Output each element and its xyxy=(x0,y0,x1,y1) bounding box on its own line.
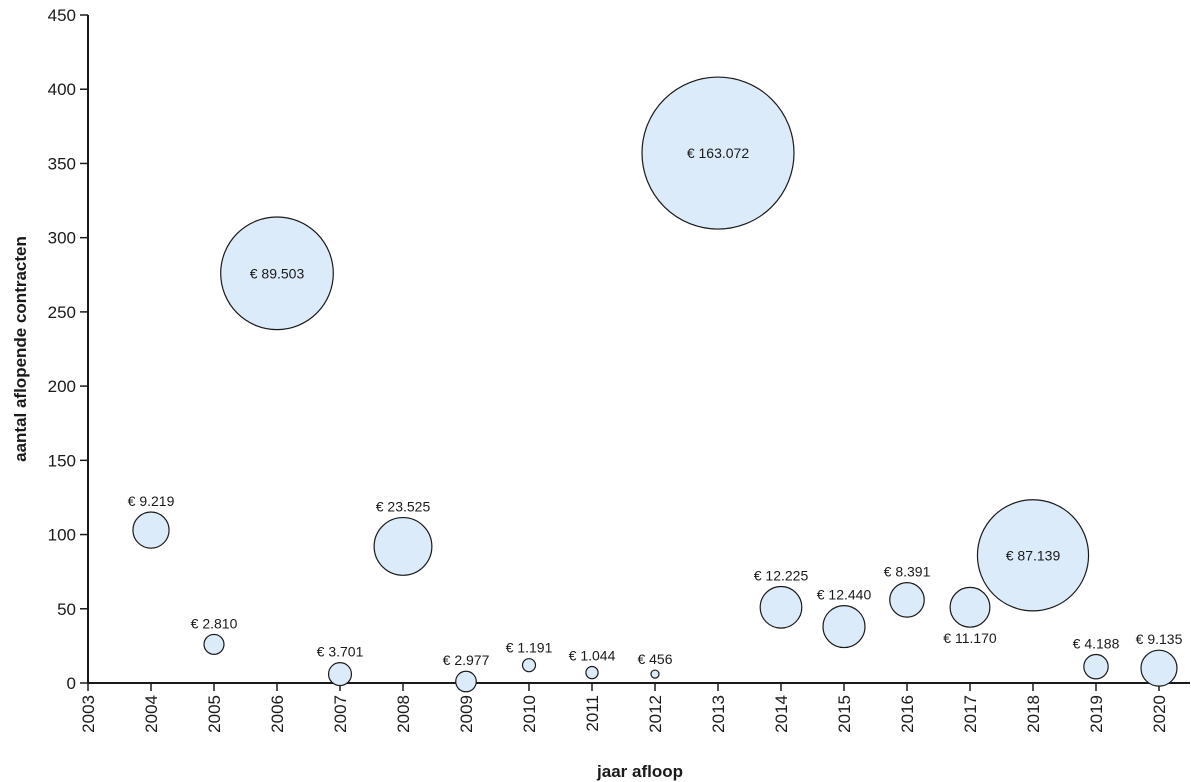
y-tick-label: 0 xyxy=(67,674,76,693)
bubble-label-2013: € 163.072 xyxy=(687,145,749,161)
bubble-2015 xyxy=(822,605,866,649)
bubble-label-2018: € 87.139 xyxy=(1006,547,1061,563)
bubble-2007 xyxy=(327,662,353,687)
x-tick-label: 2018 xyxy=(1024,695,1043,733)
x-tick-label: 2010 xyxy=(520,695,539,733)
x-tick-label: 2019 xyxy=(1087,695,1106,733)
bubble-label-2016: € 8.391 xyxy=(884,564,931,580)
bubble-2008 xyxy=(373,516,433,576)
bubble-label-2012: € 456 xyxy=(637,651,672,667)
bubble-label-2014: € 12.225 xyxy=(754,567,809,583)
x-tick-label: 2020 xyxy=(1150,695,1169,733)
bubble-label-2011: € 1.044 xyxy=(569,648,616,664)
bubble-2009 xyxy=(455,670,477,693)
x-tick-label: 2012 xyxy=(646,695,665,733)
x-tick-label: 2014 xyxy=(772,695,791,733)
x-axis: 2003 2004 2005 2006 2007 2008 2009 2010 2011 2012… xyxy=(79,682,1190,733)
x-tick-label: 2004 xyxy=(142,695,161,733)
bubble-label-2008: € 23.525 xyxy=(376,499,431,515)
bubble-2018 xyxy=(976,499,1090,612)
x-tick-label: 2016 xyxy=(898,695,917,733)
bubble-label-2015: € 12.440 xyxy=(817,587,872,603)
bubble-label-2005: € 2.810 xyxy=(191,615,238,631)
x-tick-label: 2003 xyxy=(79,695,98,733)
bubble-2019 xyxy=(1083,653,1109,680)
bubble-2014 xyxy=(759,585,803,629)
y-tick-label: 450 xyxy=(48,6,76,25)
y-tick-label: 350 xyxy=(48,154,76,173)
bubble-label-2006: € 89.503 xyxy=(250,265,305,281)
bubble-2005 xyxy=(203,633,225,655)
bubble-2017 xyxy=(949,586,991,628)
bubble-2013 xyxy=(641,76,795,230)
bubble-2020 xyxy=(1140,649,1178,687)
y-tick-label: 400 xyxy=(48,80,76,99)
bubble-2012 xyxy=(650,669,660,679)
y-axis: 0 50 100 150 200 250 300 350 400 450 xyxy=(48,6,89,693)
x-tick-label: 2011 xyxy=(583,695,602,732)
x-tick-label: 2013 xyxy=(709,695,728,733)
bubble-2010 xyxy=(521,658,537,673)
x-tick-label: 2015 xyxy=(835,695,854,733)
x-tick-label: 2005 xyxy=(205,695,224,733)
x-tick-label: 2006 xyxy=(268,695,287,733)
bubble-2004 xyxy=(132,511,170,549)
bubble-2016 xyxy=(889,582,925,618)
bubble-label-2007: € 3.701 xyxy=(317,644,364,660)
x-tick-label: 2017 xyxy=(961,695,980,733)
bubble-2006 xyxy=(220,216,334,331)
bubble-label-2020: € 9.135 xyxy=(1136,631,1183,647)
bubble-2011 xyxy=(585,665,599,680)
y-tick-label: 150 xyxy=(48,451,76,470)
bubble-series: € 9.219 € 2.810 € 89.503 € 3.701 € 23.525 € 2… xyxy=(128,76,1183,693)
x-tick-label: 2007 xyxy=(331,695,350,733)
x-axis-title: jaar afloop xyxy=(596,762,683,781)
y-tick-label: 50 xyxy=(57,600,76,619)
y-tick-label: 200 xyxy=(48,377,76,396)
y-axis-title: aantal aflopende contracten xyxy=(11,236,30,462)
bubble-label-2004: € 9.219 xyxy=(128,493,175,509)
x-tick-label: 2009 xyxy=(457,695,476,733)
bubble-label-2017: € 11.170 xyxy=(943,630,997,646)
bubble-label-2009: € 2.977 xyxy=(443,652,490,668)
y-tick-label: 250 xyxy=(48,303,76,322)
y-tick-label: 100 xyxy=(48,526,76,545)
bubble-label-2019: € 4.188 xyxy=(1073,635,1120,651)
x-tick-label: 2008 xyxy=(394,695,413,733)
bubble-label-2010: € 1.191 xyxy=(506,640,553,656)
y-tick-label: 300 xyxy=(48,229,76,248)
